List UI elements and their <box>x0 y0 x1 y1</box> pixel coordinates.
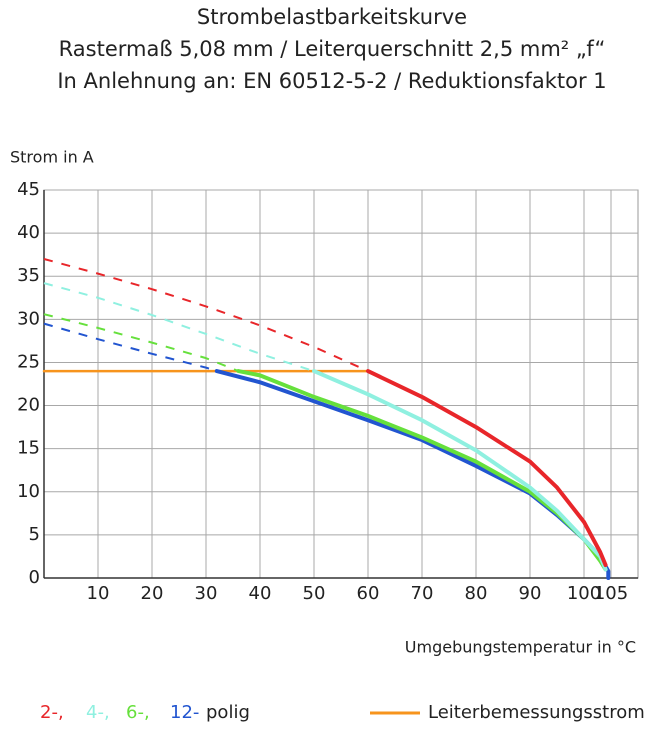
y-tick-label: 30 <box>17 308 40 329</box>
x-tick-label: 70 <box>411 583 434 604</box>
y-tick-label: 25 <box>17 351 40 372</box>
x-tick-label: 105 <box>594 583 628 604</box>
series-line-dashed <box>43 282 315 373</box>
y-tick-label: 10 <box>17 481 40 502</box>
legend-label: Leiterbemessungsstrom <box>428 702 645 723</box>
series-line <box>366 369 608 568</box>
x-tick-label: 50 <box>303 583 326 604</box>
series-line <box>312 369 608 572</box>
chart-subtitle: Rastermaß 5,08 mm / Leiterquerschnitt 2,… <box>59 37 606 61</box>
series-line-dashed <box>43 313 239 372</box>
x-tick-label: 60 <box>357 583 380 604</box>
y-tick-label: 5 <box>29 524 40 545</box>
x-axis-label: Umgebungstemperatur in °C <box>405 638 636 657</box>
chart-title: Strombelastbarkeitskurve <box>197 5 467 29</box>
y-tick-label: 45 <box>17 179 40 200</box>
x-tick-label: 20 <box>141 583 164 604</box>
x-tick-label: 10 <box>87 583 110 604</box>
legend-suffix: polig <box>206 702 250 723</box>
x-tick-label: 100 <box>567 583 601 604</box>
chart-subtitle: In Anlehnung an: EN 60512-5-2 / Reduktio… <box>57 69 606 93</box>
y-tick-label: 35 <box>17 265 40 286</box>
legend-label: 6-, <box>126 702 150 723</box>
y-tick-label: 0 <box>29 567 40 588</box>
x-tick-label: 90 <box>519 583 542 604</box>
series-line-dashed <box>43 322 218 373</box>
legend-label: 2-, <box>40 702 64 723</box>
legend-label: 12- <box>170 702 199 723</box>
y-tick-label: 20 <box>17 395 40 416</box>
x-tick-label: 80 <box>465 583 488 604</box>
y-tick-label: 40 <box>17 222 40 243</box>
series-line-dashed <box>43 258 369 372</box>
x-tick-label: 40 <box>249 583 272 604</box>
y-axis-label: Strom in A <box>10 148 94 167</box>
legend-label: 4-, <box>86 702 110 723</box>
y-tick-label: 15 <box>17 438 40 459</box>
x-tick-label: 30 <box>195 583 218 604</box>
